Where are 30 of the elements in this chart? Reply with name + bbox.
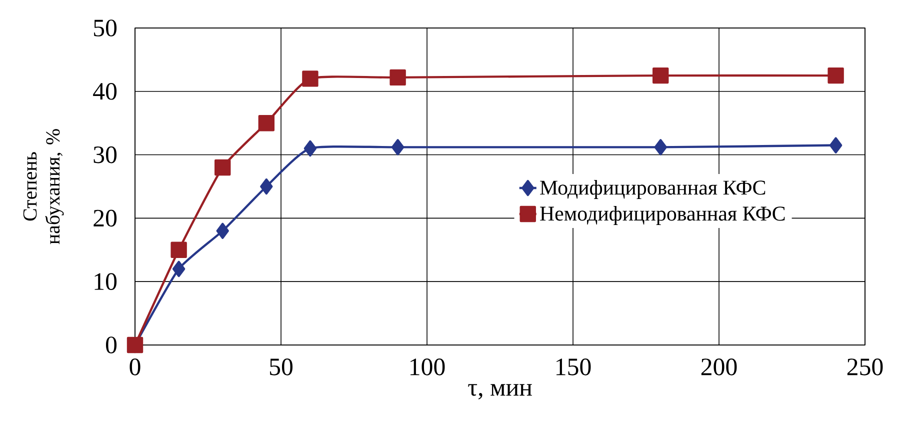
point [214,159,231,176]
x-tick-label: 0 [130,358,140,376]
point [652,67,669,84]
x-tick-label: 150 [556,358,591,376]
legend-label: Немодифицированная КФС [540,206,785,225]
point [304,140,317,157]
point [170,242,187,258]
y-axis-title: Степень набухания, % [23,129,64,244]
x-tick-label: 50 [270,358,293,376]
y-tick-label: 10 [94,273,117,290]
y-tick-label: 30 [94,146,117,164]
x-tick-label: 200 [701,358,737,376]
point [654,139,667,156]
point [828,67,844,84]
point [390,69,406,86]
x-tick-label: 250 [847,358,883,376]
point [302,70,318,87]
y-tick-label: 20 [94,210,117,227]
point [829,137,842,154]
point [260,178,273,195]
y-tick-label: 0 [106,336,117,354]
point [391,139,404,156]
legend-label: Модифицированная КФС [540,180,766,199]
y-tick-label: 50 [94,20,117,36]
point [216,222,229,239]
x-tick-label: 100 [410,358,445,376]
y-tick-label: 40 [93,82,117,100]
point [172,260,186,278]
x-axis-title: τ, мин [468,384,532,400]
point [258,114,275,132]
